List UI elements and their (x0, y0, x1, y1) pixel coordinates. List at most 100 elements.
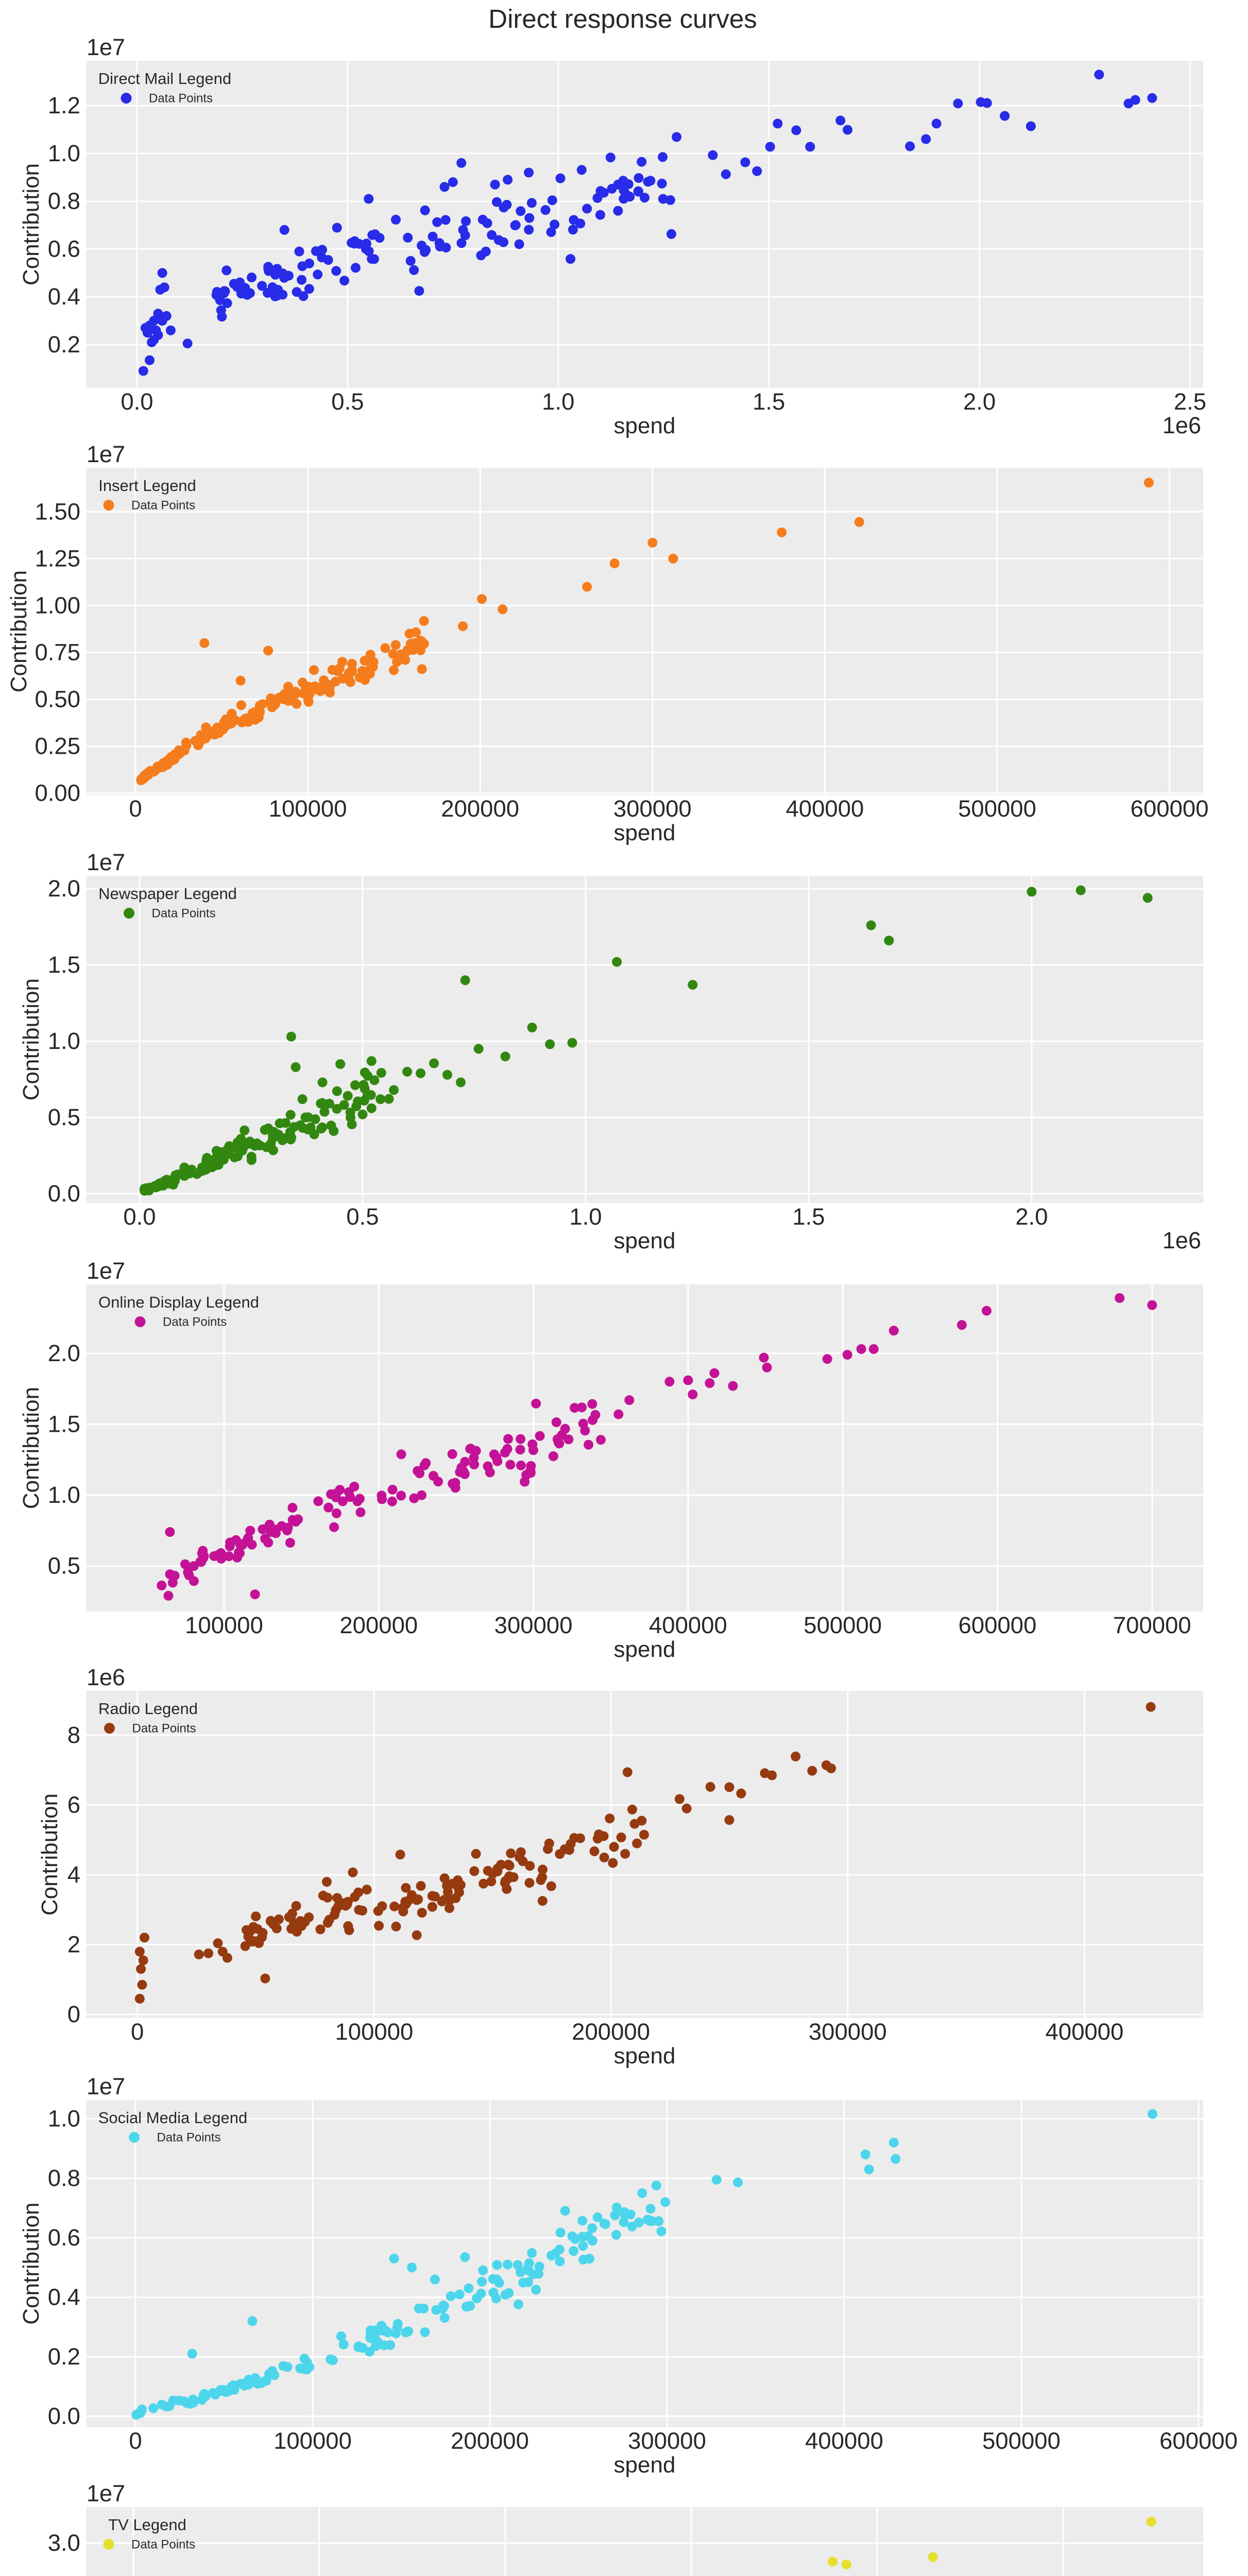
svg-text:0: 0 (129, 2428, 142, 2454)
svg-text:300000: 300000 (628, 2428, 706, 2454)
svg-text:2.0: 2.0 (1015, 1204, 1048, 1230)
svg-text:0: 0 (129, 795, 142, 822)
svg-text:Direct Mail Legend: Direct Mail Legend (98, 70, 231, 88)
svg-text:500000: 500000 (803, 1612, 882, 1638)
svg-text:1e7: 1e7 (87, 2480, 125, 2506)
svg-text:0.8: 0.8 (48, 2165, 80, 2191)
svg-text:Data Points: Data Points (157, 2131, 221, 2145)
svg-text:1e7: 1e7 (87, 441, 125, 467)
svg-text:1.2: 1.2 (48, 92, 80, 118)
svg-text:Radio Legend: Radio Legend (98, 1700, 198, 1718)
svg-text:0.8: 0.8 (48, 188, 80, 214)
svg-text:Online Display Legend: Online Display Legend (98, 1293, 259, 1311)
svg-text:Newspaper Legend: Newspaper Legend (98, 885, 237, 903)
svg-text:Data Points: Data Points (149, 92, 213, 106)
svg-text:Data Points: Data Points (132, 1722, 196, 1736)
svg-text:0.5: 0.5 (331, 388, 364, 415)
svg-text:0: 0 (67, 2001, 80, 2027)
svg-text:spend: spend (614, 413, 676, 438)
svg-text:700000: 700000 (1113, 1612, 1191, 1638)
svg-text:1e7: 1e7 (87, 849, 125, 875)
svg-text:100000: 100000 (335, 2019, 413, 2045)
svg-text:1.0: 1.0 (542, 388, 574, 415)
svg-text:0.00: 0.00 (35, 780, 80, 806)
svg-text:2.0: 2.0 (963, 388, 996, 415)
svg-text:0.75: 0.75 (35, 639, 80, 665)
svg-text:0.25: 0.25 (35, 733, 80, 759)
svg-text:1.5: 1.5 (792, 1204, 825, 1230)
svg-text:200000: 200000 (572, 2019, 650, 2045)
svg-text:spend: spend (614, 1637, 676, 1662)
svg-text:1e7: 1e7 (87, 2073, 125, 2099)
svg-text:8: 8 (67, 1722, 80, 1748)
svg-text:spend: spend (614, 2043, 676, 2069)
svg-text:Contribution: Contribution (19, 978, 44, 1100)
svg-text:0.0: 0.0 (48, 1180, 80, 1207)
svg-text:0.5: 0.5 (346, 1204, 379, 1230)
svg-text:1e7: 1e7 (87, 34, 125, 60)
svg-text:1e7: 1e7 (87, 1258, 125, 1284)
svg-text:2.5: 2.5 (1174, 388, 1206, 415)
svg-text:0.0: 0.0 (48, 2403, 80, 2429)
svg-text:300000: 300000 (494, 1612, 573, 1638)
svg-text:400000: 400000 (785, 795, 864, 822)
svg-text:300000: 300000 (613, 795, 692, 822)
svg-text:0.2: 0.2 (48, 2344, 80, 2370)
svg-text:0.5: 0.5 (48, 1104, 80, 1130)
svg-text:100000: 100000 (273, 2428, 352, 2454)
svg-text:400000: 400000 (805, 2428, 883, 2454)
svg-text:2.0: 2.0 (48, 875, 80, 902)
svg-text:400000: 400000 (649, 1612, 727, 1638)
svg-text:Contribution: Contribution (19, 1387, 44, 1509)
svg-text:0.50: 0.50 (35, 686, 80, 713)
svg-text:600000: 600000 (1159, 2428, 1238, 2454)
svg-text:200000: 200000 (451, 2428, 529, 2454)
svg-text:400000: 400000 (1046, 2019, 1124, 2045)
svg-text:0.0: 0.0 (123, 1204, 156, 1230)
svg-text:1.5: 1.5 (48, 1411, 80, 1437)
svg-text:0.2: 0.2 (48, 331, 80, 358)
svg-text:Contribution: Contribution (19, 2202, 44, 2325)
svg-text:500000: 500000 (982, 2428, 1061, 2454)
svg-text:Data Points: Data Points (152, 907, 216, 921)
svg-text:0.6: 0.6 (48, 2225, 80, 2251)
svg-text:spend: spend (614, 820, 676, 845)
svg-text:1e6: 1e6 (1162, 1227, 1201, 1253)
svg-text:2: 2 (67, 1931, 80, 1958)
svg-text:600000: 600000 (959, 1612, 1037, 1638)
svg-text:Contribution: Contribution (37, 1793, 62, 1916)
svg-text:1.00: 1.00 (35, 592, 80, 618)
svg-text:spend: spend (614, 2452, 676, 2478)
svg-text:1e6: 1e6 (1162, 412, 1201, 438)
svg-text:100000: 100000 (185, 1612, 263, 1638)
svg-text:1.50: 1.50 (35, 498, 80, 524)
svg-text:Contribution: Contribution (6, 570, 31, 692)
svg-text:1.5: 1.5 (48, 952, 80, 978)
svg-text:spend: spend (614, 1228, 676, 1253)
svg-text:6: 6 (67, 1792, 80, 1818)
svg-text:0.4: 0.4 (48, 283, 80, 310)
svg-text:1.5: 1.5 (753, 388, 785, 415)
svg-text:300000: 300000 (809, 2019, 887, 2045)
svg-text:1.0: 1.0 (569, 1204, 602, 1230)
svg-text:600000: 600000 (1131, 795, 1209, 822)
svg-text:1.0: 1.0 (48, 1482, 80, 1508)
svg-text:Insert Legend: Insert Legend (98, 477, 196, 495)
svg-text:200000: 200000 (441, 795, 519, 822)
svg-text:0.0: 0.0 (121, 388, 153, 415)
svg-text:Contribution: Contribution (19, 163, 44, 285)
svg-text:2.0: 2.0 (48, 1340, 80, 1366)
svg-text:1.0: 1.0 (48, 140, 80, 166)
svg-text:Data Points: Data Points (163, 1315, 227, 1329)
svg-text:0: 0 (131, 2019, 144, 2045)
svg-text:100000: 100000 (269, 795, 347, 822)
svg-text:200000: 200000 (339, 1612, 418, 1638)
svg-text:0.4: 0.4 (48, 2284, 80, 2310)
svg-text:1e6: 1e6 (87, 1664, 125, 1690)
svg-text:0.6: 0.6 (48, 235, 80, 262)
svg-text:3.0: 3.0 (48, 2530, 80, 2556)
svg-text:Data Points: Data Points (131, 2538, 195, 2552)
svg-text:TV Legend: TV Legend (108, 2516, 186, 2534)
svg-text:Data Points: Data Points (131, 499, 195, 513)
svg-text:0.5: 0.5 (48, 1553, 80, 1579)
